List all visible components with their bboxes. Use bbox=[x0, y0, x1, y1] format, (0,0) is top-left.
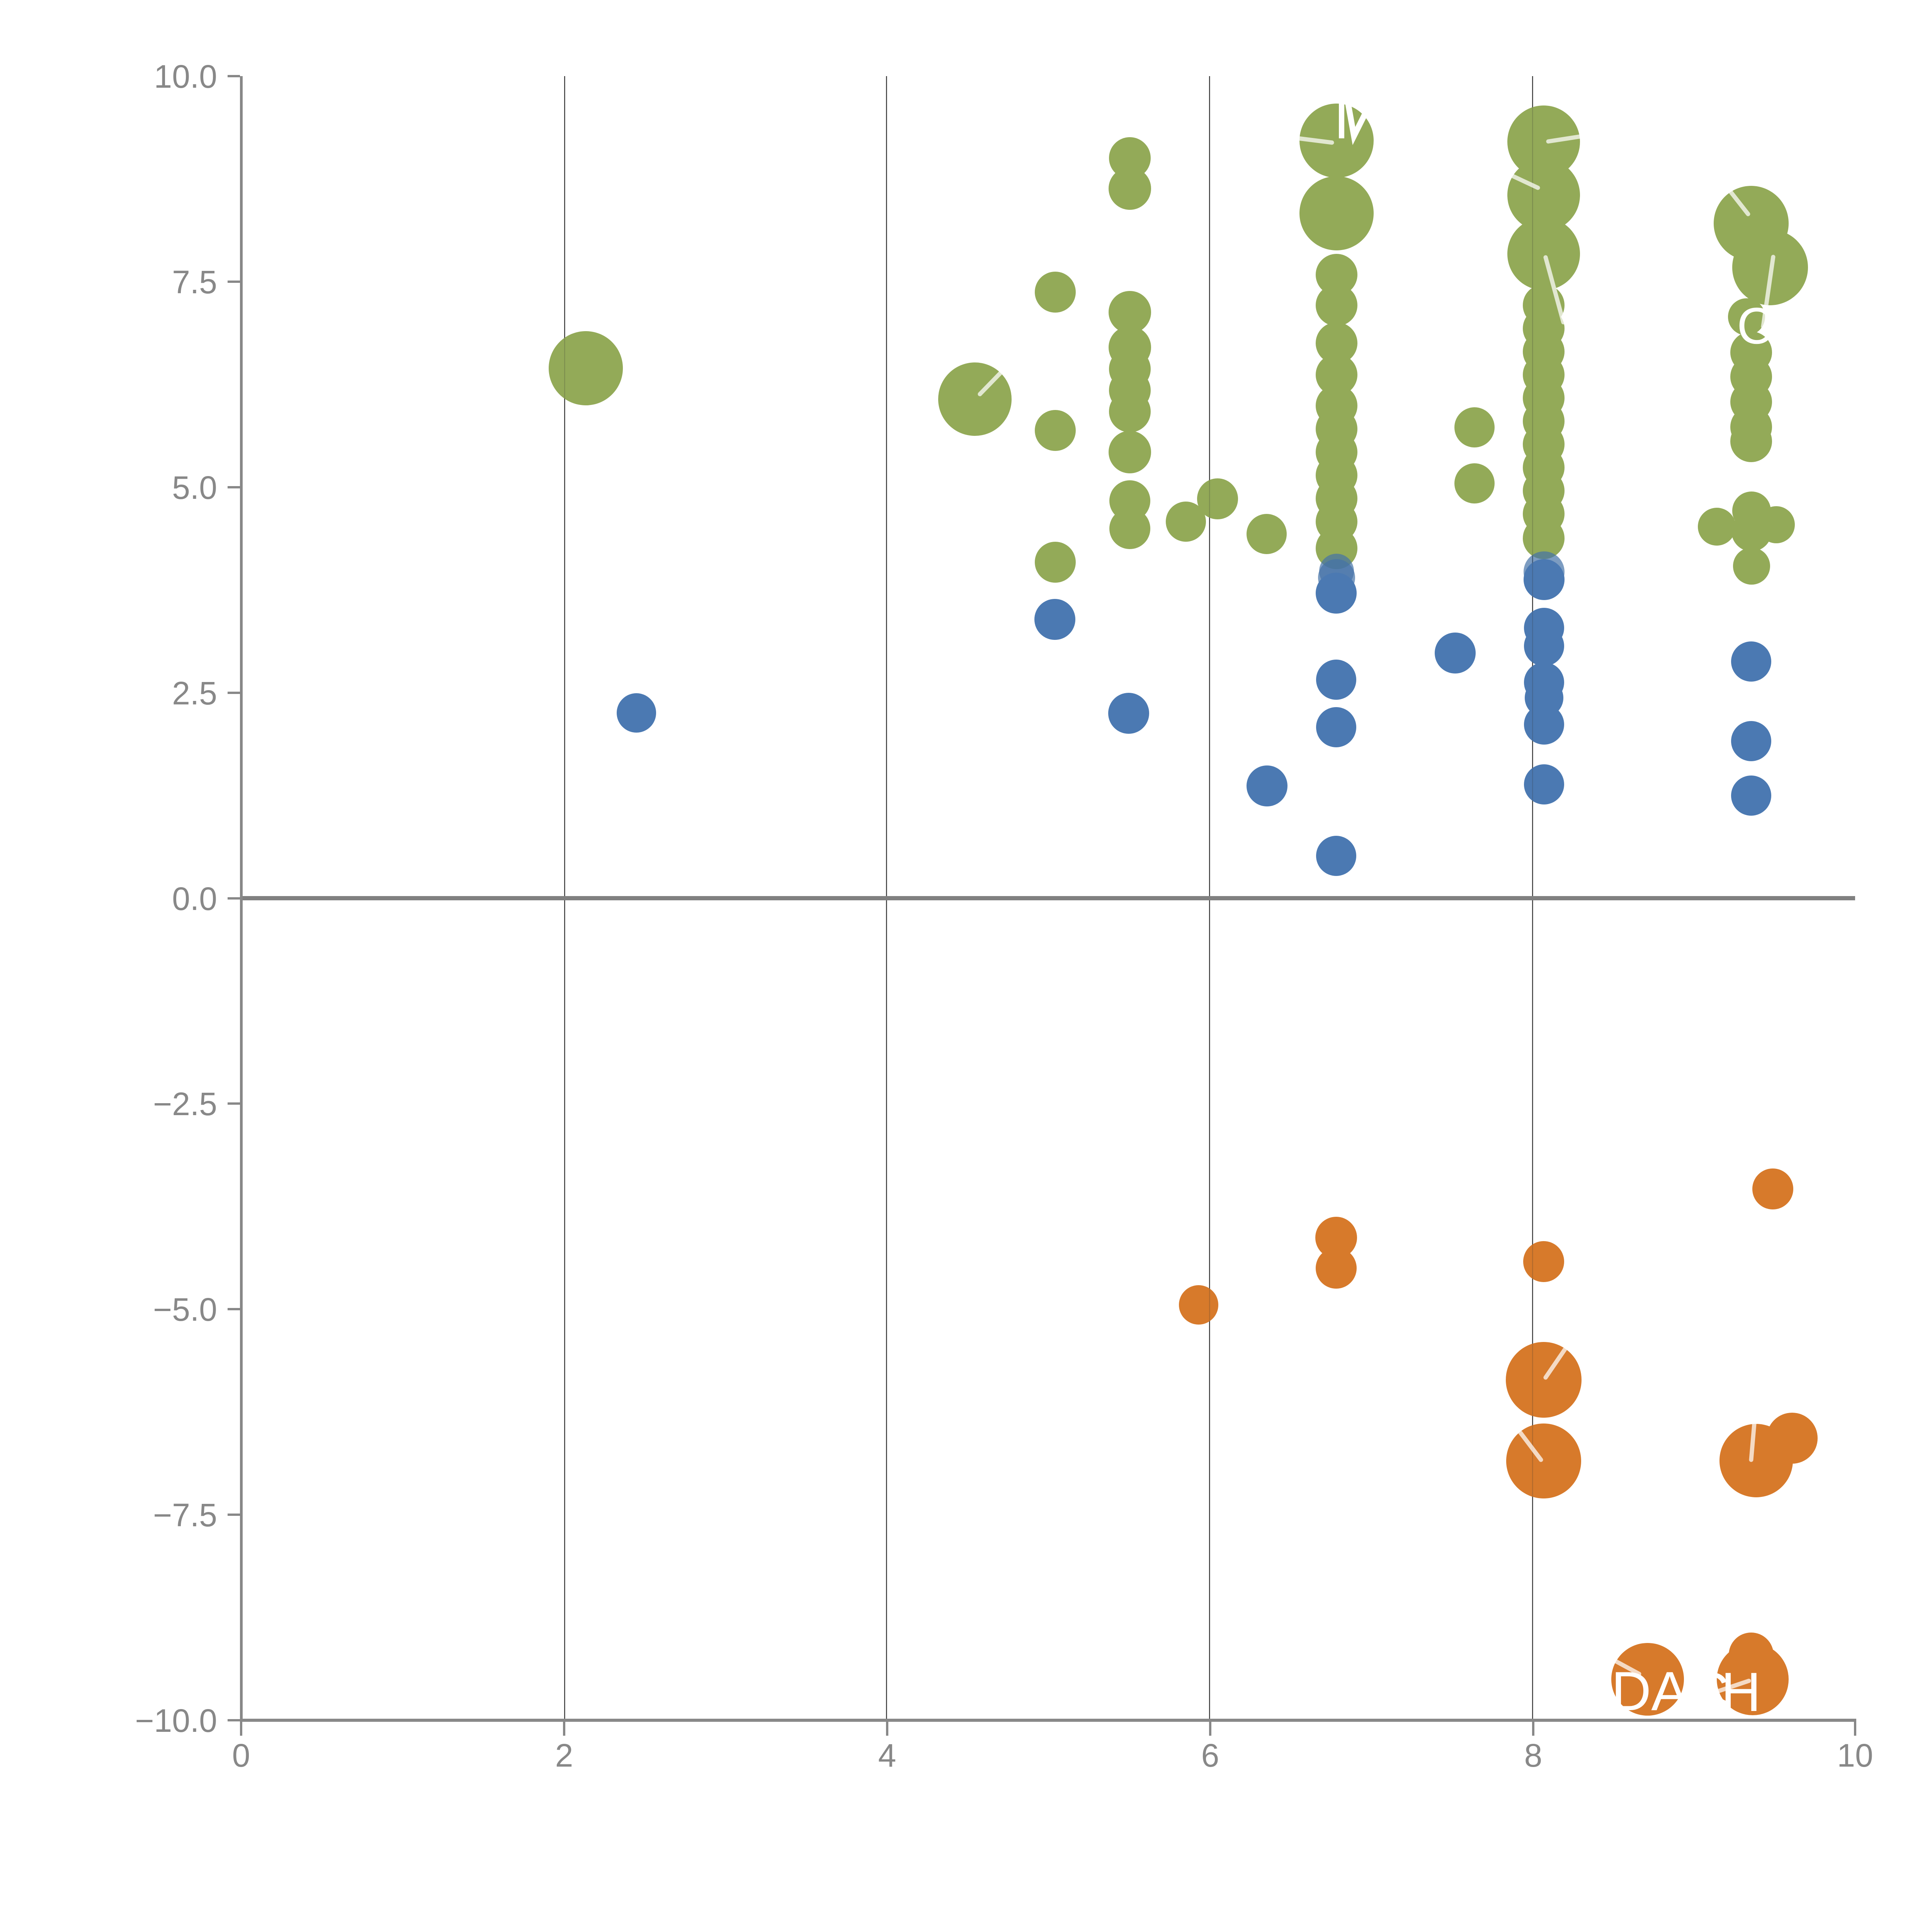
svg-text:0.0: 0.0 bbox=[172, 881, 217, 917]
svg-text:7.5: 7.5 bbox=[172, 264, 217, 300]
svg-text:DA: DA bbox=[1611, 1661, 1688, 1722]
svg-text:−10.0: −10.0 bbox=[135, 1702, 217, 1739]
svg-text:2.5: 2.5 bbox=[172, 675, 217, 711]
svg-text:2: 2 bbox=[555, 1737, 573, 1774]
svg-text:−5.0: −5.0 bbox=[153, 1291, 217, 1328]
svg-text:8: 8 bbox=[1524, 1737, 1543, 1774]
svg-text:H: H bbox=[1721, 1662, 1761, 1723]
svg-text:6: 6 bbox=[1201, 1737, 1219, 1774]
svg-text:C: C bbox=[1737, 298, 1774, 355]
svg-text:5.0: 5.0 bbox=[172, 469, 217, 506]
svg-text:4: 4 bbox=[878, 1737, 896, 1774]
svg-text:10: 10 bbox=[1837, 1737, 1873, 1774]
svg-text:0: 0 bbox=[232, 1737, 250, 1774]
svg-text:−7.5: −7.5 bbox=[153, 1497, 217, 1533]
svg-text:−2.5: −2.5 bbox=[153, 1086, 217, 1122]
svg-text:10.0: 10.0 bbox=[154, 58, 218, 95]
svg-text:C: C bbox=[1689, 1662, 1729, 1723]
